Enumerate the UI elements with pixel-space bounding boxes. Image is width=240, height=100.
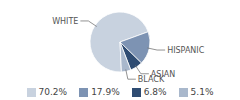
html-text:70.2%: 70.2% <box>38 87 68 97</box>
html-text:17.9%: 17.9% <box>91 87 120 97</box>
html-text:6.8%: 6.8% <box>143 87 167 97</box>
svg-text:WHITE: WHITE <box>52 17 78 26</box>
svg-text:HISPANIC: HISPANIC <box>167 46 205 55</box>
html-text:5.1%: 5.1% <box>190 87 214 97</box>
svg-text:BLACK: BLACK <box>138 75 165 84</box>
